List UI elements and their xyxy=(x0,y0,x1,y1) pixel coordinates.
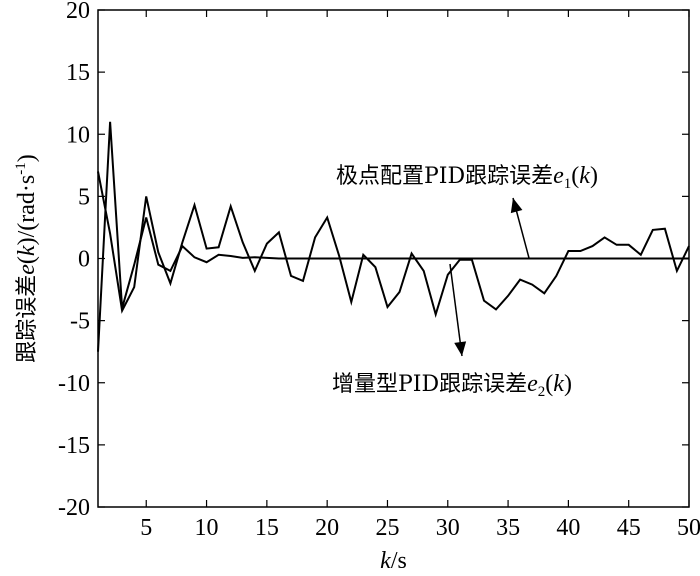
annotation-arrowhead xyxy=(510,198,523,214)
y-axis-label: 跟踪误差e(k)/(rad·s-1) xyxy=(13,154,40,362)
y-tick-label: -15 xyxy=(58,433,90,459)
y-tick-label: -5 xyxy=(70,309,90,335)
annotation-2: 增量型PID跟踪误差e2(k) xyxy=(332,263,572,400)
y-tick-label: 20 xyxy=(66,0,90,24)
annotation-arrowhead xyxy=(454,341,467,356)
x-tick-label: 40 xyxy=(556,515,580,541)
x-tick-label: 5 xyxy=(140,515,152,541)
series-line-1 xyxy=(97,121,689,352)
x-tick-label: 20 xyxy=(315,515,339,541)
annotation-arrow xyxy=(449,263,463,357)
annotation-label: 增量型PID跟踪误差e2(k) xyxy=(332,371,572,400)
x-tick-label: 35 xyxy=(496,515,520,541)
x-tick-label: 25 xyxy=(375,515,399,541)
axis-labels: k/s 跟踪误差e(k)/(rad·s-1) xyxy=(13,154,407,574)
annotations: 极点配置PID跟踪误差e1(k) 增量型PID跟踪误差e2(k) xyxy=(332,163,598,400)
x-axis-label: k/s xyxy=(380,548,407,574)
axis-ticks: 5 10 15 20 25 30 35 40 45 50 -20 -15 -10 -5 0 5 10 15 20 xyxy=(58,0,700,541)
y-tick-label: 10 xyxy=(66,122,90,148)
annotation-1: 极点配置PID跟踪误差e1(k) xyxy=(336,163,598,259)
annotation-label: 极点配置PID跟踪误差e1(k) xyxy=(336,163,598,192)
series-line-2 xyxy=(97,171,690,318)
y-tick-label: -10 xyxy=(58,371,90,397)
x-tick-label: 10 xyxy=(195,515,219,541)
x-tick-label: 45 xyxy=(617,515,641,541)
y-tick-label: 15 xyxy=(66,60,90,86)
x-tick-label: 30 xyxy=(436,515,460,541)
y-tick-label: -20 xyxy=(58,495,90,521)
x-tick-label: 50 xyxy=(677,515,700,541)
y-tick-label: 0 xyxy=(78,247,90,273)
y-tick-label: 5 xyxy=(78,184,90,210)
series-lines xyxy=(97,121,690,352)
x-tick-label: 15 xyxy=(255,515,279,541)
